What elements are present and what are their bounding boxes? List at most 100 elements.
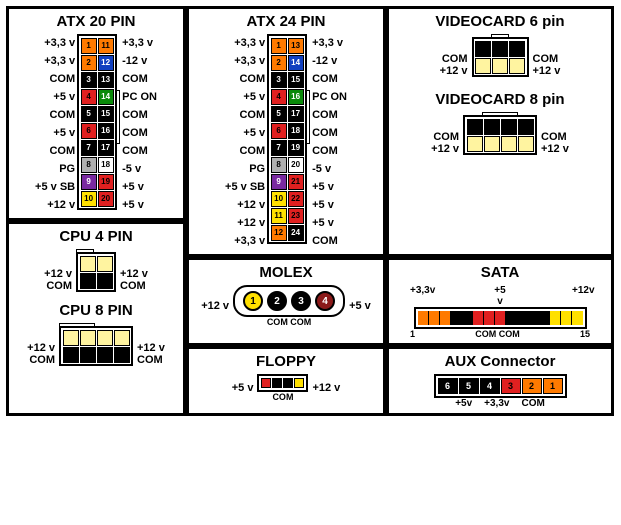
pin-label: PC ON <box>312 88 347 106</box>
pin: 15 <box>98 106 114 122</box>
panel: MOLEX+12 v1234COM COM+5 v <box>186 257 386 346</box>
pin-label: 15 <box>580 329 590 339</box>
pin: 14 <box>98 89 114 105</box>
pin-label: COM <box>312 106 347 124</box>
pin: 2 <box>271 55 287 71</box>
pin-label: +12 v <box>533 65 561 77</box>
pin: 5 <box>271 106 287 122</box>
pin-block <box>463 115 537 155</box>
pin-label: COM <box>225 106 265 124</box>
pin-block: 1112123134145156167178189191020 <box>77 34 117 210</box>
pin-label: +3,3 v <box>225 34 265 52</box>
pin <box>506 311 517 325</box>
pin: 7 <box>81 140 97 156</box>
pin-label: COM <box>312 142 347 160</box>
pin: 12 <box>98 55 114 71</box>
pin-label: +5 v <box>232 382 254 394</box>
panel-title: FLOPPY <box>193 353 379 370</box>
pin: 5 <box>81 106 97 122</box>
pin-label: +5 v <box>35 124 75 142</box>
pin <box>484 136 500 152</box>
pin <box>63 330 79 346</box>
pin-label: +12 v <box>201 300 229 312</box>
pin <box>283 378 293 388</box>
pin <box>80 256 96 272</box>
pin <box>80 347 96 363</box>
pin <box>418 311 429 325</box>
molex-body: 1234 <box>233 285 345 317</box>
pin-label: -12 v <box>312 52 347 70</box>
pin: 3 <box>81 72 97 88</box>
pin: 15 <box>288 72 304 88</box>
pin-label: +12 v <box>431 143 459 155</box>
pin-label: +12 v <box>27 342 55 354</box>
panel: ATX 24 PIN+3,3 v+3,3 vCOM+5 vCOM+5 vCOMP… <box>186 6 386 257</box>
pin <box>484 119 500 135</box>
pin-label: COM <box>122 124 157 142</box>
pin <box>462 311 473 325</box>
pin: 23 <box>288 208 304 224</box>
panel: CPU 4 PIN+12 vCOM+12 vCOMCPU 8 PIN+12 vC… <box>6 221 186 416</box>
pin <box>550 311 561 325</box>
pin: 17 <box>288 106 304 122</box>
pin: 3 <box>501 378 521 394</box>
pin: 9 <box>271 174 287 190</box>
pin-label: -5 v <box>122 160 157 178</box>
pin-label: +5v <box>455 398 472 409</box>
pin-label: +12 v <box>35 196 75 214</box>
pin <box>501 119 517 135</box>
pin-label: +5 v SB <box>35 178 75 196</box>
pin-label: COM <box>541 131 569 143</box>
pin: 21 <box>288 174 304 190</box>
pin-label: PG <box>35 160 75 178</box>
pin: 8 <box>271 157 287 173</box>
pin: 14 <box>288 55 304 71</box>
pin-label: COM <box>431 131 459 143</box>
labels-right: +3,3 v-12 vCOMPC ONCOMCOMCOM-5 v+5 v+5 v… <box>312 34 347 250</box>
pin <box>440 311 451 325</box>
pin: 9 <box>81 174 97 190</box>
pin-label: +12 v <box>440 65 468 77</box>
pin <box>561 311 572 325</box>
pin-label: +3,3v <box>410 285 428 307</box>
pin: 2 <box>522 378 542 394</box>
pin <box>475 58 491 74</box>
pin-label: COM <box>35 106 75 124</box>
pin <box>114 347 130 363</box>
pinout: COM+12 vCOM+12 v <box>393 112 607 155</box>
pin-label: +3,3v <box>484 398 509 409</box>
pin <box>572 311 583 325</box>
pin: 20 <box>288 157 304 173</box>
floppy-body <box>257 374 308 392</box>
pin <box>80 330 96 346</box>
pin-label: +3,3 v <box>35 34 75 52</box>
pin-label: +12 v <box>225 214 265 232</box>
pin <box>97 256 113 272</box>
pin-label: +3,3 v <box>35 52 75 70</box>
panel-title: ATX 24 PIN <box>193 13 379 30</box>
panel: FLOPPY +5 vCOM +12 v <box>186 346 386 416</box>
panel-title: VIDEOCARD 6 pin <box>393 13 607 30</box>
pin <box>501 136 517 152</box>
pin-label: PG <box>225 160 265 178</box>
pin: 2 <box>81 55 97 71</box>
pin <box>63 347 79 363</box>
pin <box>492 41 508 57</box>
pin: 4 <box>315 291 335 311</box>
pin-label: COM <box>257 392 308 402</box>
pin-block <box>472 37 529 77</box>
pin-label: +12 v <box>312 382 340 394</box>
panel: AUX Connector654321+5v+3,3vCOM <box>386 346 614 416</box>
panel-title: MOLEX <box>193 264 379 281</box>
panel-title: SATA <box>393 264 607 281</box>
pin: 18 <box>288 123 304 139</box>
pin <box>528 311 539 325</box>
pin-label: +5 v <box>122 196 157 214</box>
pin <box>294 378 304 388</box>
pin <box>97 347 113 363</box>
connector-clip <box>116 90 120 144</box>
pin <box>261 378 271 388</box>
pin-label: +5 v <box>225 124 265 142</box>
pin: 6 <box>438 378 458 394</box>
pinout: +12 vCOM+12 vCOM <box>13 323 179 366</box>
